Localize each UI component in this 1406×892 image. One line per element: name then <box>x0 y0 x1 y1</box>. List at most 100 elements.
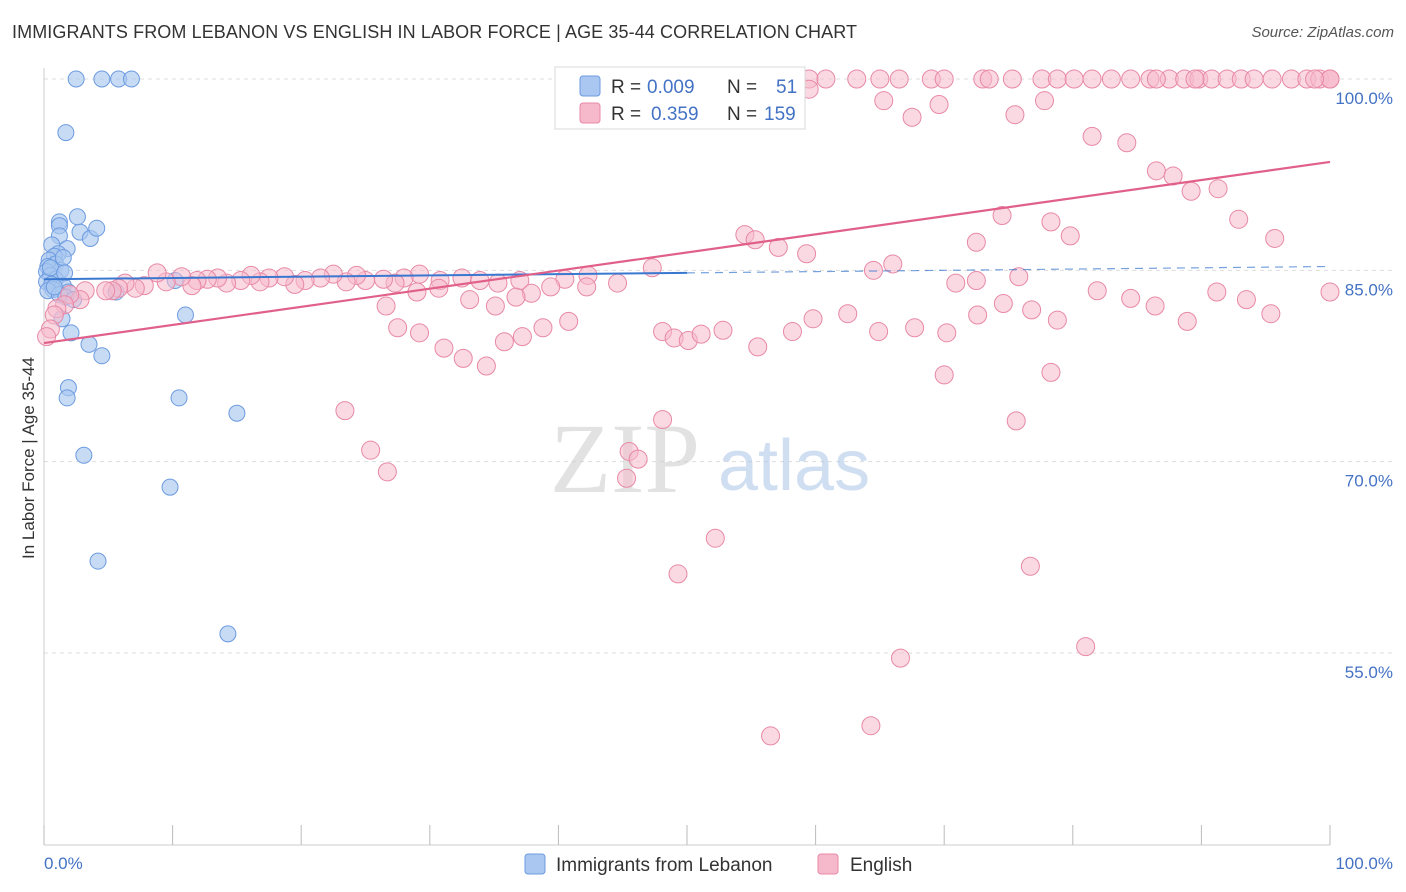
lebanon-point-4 <box>57 124 75 142</box>
english-point-157 <box>668 564 688 584</box>
y-tick-label-2: 85.0% <box>1345 280 1393 299</box>
english-point-121 <box>691 324 711 344</box>
english-point-7 <box>1002 69 1022 89</box>
legend-swatch-pink <box>579 102 601 124</box>
english-point-123 <box>748 337 768 357</box>
lebanon-point-32 <box>176 306 194 324</box>
watermark-atlas: atlas <box>718 426 870 506</box>
english-point-31 <box>1185 69 1205 89</box>
legend-n-label-blue: N = <box>727 77 757 98</box>
bottom-legend-label-english: English <box>850 855 912 876</box>
legend-r-label-pink: R = <box>611 104 641 125</box>
lebanon-point-46 <box>88 219 106 237</box>
legend-swatch-blue <box>579 75 601 97</box>
lebanon-trend-line <box>43 271 688 281</box>
english-point-152 <box>377 462 397 482</box>
english-point-32 <box>1244 69 1264 89</box>
english-point-54 <box>768 237 788 257</box>
legend-r-label-blue: R = <box>611 77 641 98</box>
english-point-142 <box>533 318 553 338</box>
x-tick-label-min: 0.0% <box>44 854 83 873</box>
lebanon-point-41 <box>75 446 93 464</box>
axes <box>43 68 1331 846</box>
english-point-107 <box>1320 282 1340 302</box>
english-point-124 <box>782 322 802 342</box>
english-point-148 <box>410 323 430 343</box>
english-point-51 <box>1060 226 1080 246</box>
english-point-150 <box>335 401 355 421</box>
english-point-35 <box>929 95 949 115</box>
lebanon-point-45 <box>68 208 86 226</box>
english-point-28 <box>934 69 954 89</box>
english-point-140 <box>1261 304 1281 324</box>
english-point-38 <box>874 91 894 111</box>
english-point-56 <box>883 254 903 274</box>
english-point-72 <box>374 269 394 289</box>
english-point-10 <box>1064 69 1084 89</box>
english-point-122 <box>713 320 733 340</box>
english-trend-line <box>43 160 1331 345</box>
legend: R = 0.009 N = 51 R = 0.359 N = 159 <box>554 66 806 130</box>
english-point-47 <box>1265 228 1285 248</box>
english-point-42 <box>1146 161 1166 181</box>
watermark: ZIP atlas <box>550 403 870 514</box>
english-point-129 <box>937 323 957 343</box>
x-tick-label-max: 100.0% <box>1335 854 1393 873</box>
english-point-53 <box>745 230 765 250</box>
english-point-135 <box>1121 288 1141 308</box>
english-point-108 <box>577 277 597 297</box>
chart-title: IMMIGRANTS FROM LEBANON VS ENGLISH IN LA… <box>12 22 858 42</box>
english-point-29 <box>979 69 999 89</box>
lebanon-point-36 <box>93 347 111 365</box>
english-point-136 <box>1145 296 1165 316</box>
english-point-1 <box>816 69 836 89</box>
english-point-12 <box>1101 69 1121 89</box>
legend-r-value-pink: 0.359 <box>651 104 699 125</box>
english-point-49 <box>992 205 1012 225</box>
english-point-130 <box>968 305 988 325</box>
english-point-110 <box>541 277 561 297</box>
english-point-11 <box>1082 69 1102 89</box>
lebanon-point-1 <box>93 70 111 88</box>
english-point-134 <box>1087 281 1107 301</box>
lebanon-point-0 <box>67 70 85 88</box>
english-point-137 <box>1177 311 1197 331</box>
y-axis-title: In Labor Force | Age 35-44 <box>19 357 38 559</box>
english-point-162 <box>1076 637 1096 657</box>
english-point-125 <box>803 309 823 329</box>
english-point-165 <box>1041 362 1061 382</box>
english-point-139 <box>1236 290 1256 310</box>
english-point-55 <box>797 244 817 264</box>
lebanon-point-44 <box>219 625 237 643</box>
english-point-147 <box>434 338 454 358</box>
english-point-158 <box>705 528 725 548</box>
lebanon-trend-line-dashed <box>686 265 1331 274</box>
english-point-2 <box>847 69 867 89</box>
source-label: Source: ZipAtlas.com <box>1251 24 1394 41</box>
english-point-45 <box>1208 179 1228 199</box>
english-point-160 <box>861 716 881 736</box>
english-point-44 <box>1181 181 1201 201</box>
y-tick-labels: 55.0% 70.0% 85.0% 100.0% <box>1335 89 1393 682</box>
grid-lines <box>44 78 1393 654</box>
lebanon-point-40 <box>228 404 246 422</box>
lebanon-point-30 <box>45 278 63 296</box>
bottom-legend: Immigrants from Lebanon English <box>524 853 912 876</box>
y-tick-label-0: 55.0% <box>1345 663 1393 682</box>
english-point-41 <box>1117 133 1137 153</box>
lebanon-point-48 <box>41 259 59 277</box>
english-point-58 <box>1009 267 1029 287</box>
legend-n-label-pink: N = <box>727 104 757 125</box>
english-point-141 <box>559 311 579 331</box>
english-point-50 <box>1041 212 1061 232</box>
english-point-143 <box>512 327 532 347</box>
english-point-117 <box>376 296 396 316</box>
english-point-33 <box>1305 69 1325 89</box>
bottom-legend-label-lebanon: Immigrants from Lebanon <box>556 855 773 876</box>
english-point-4 <box>889 69 909 89</box>
lebanon-point-43 <box>89 552 107 570</box>
english-point-40 <box>1082 126 1102 146</box>
lebanon-point-42 <box>161 478 179 496</box>
english-point-163 <box>890 648 910 668</box>
english-point-132 <box>1022 300 1042 320</box>
